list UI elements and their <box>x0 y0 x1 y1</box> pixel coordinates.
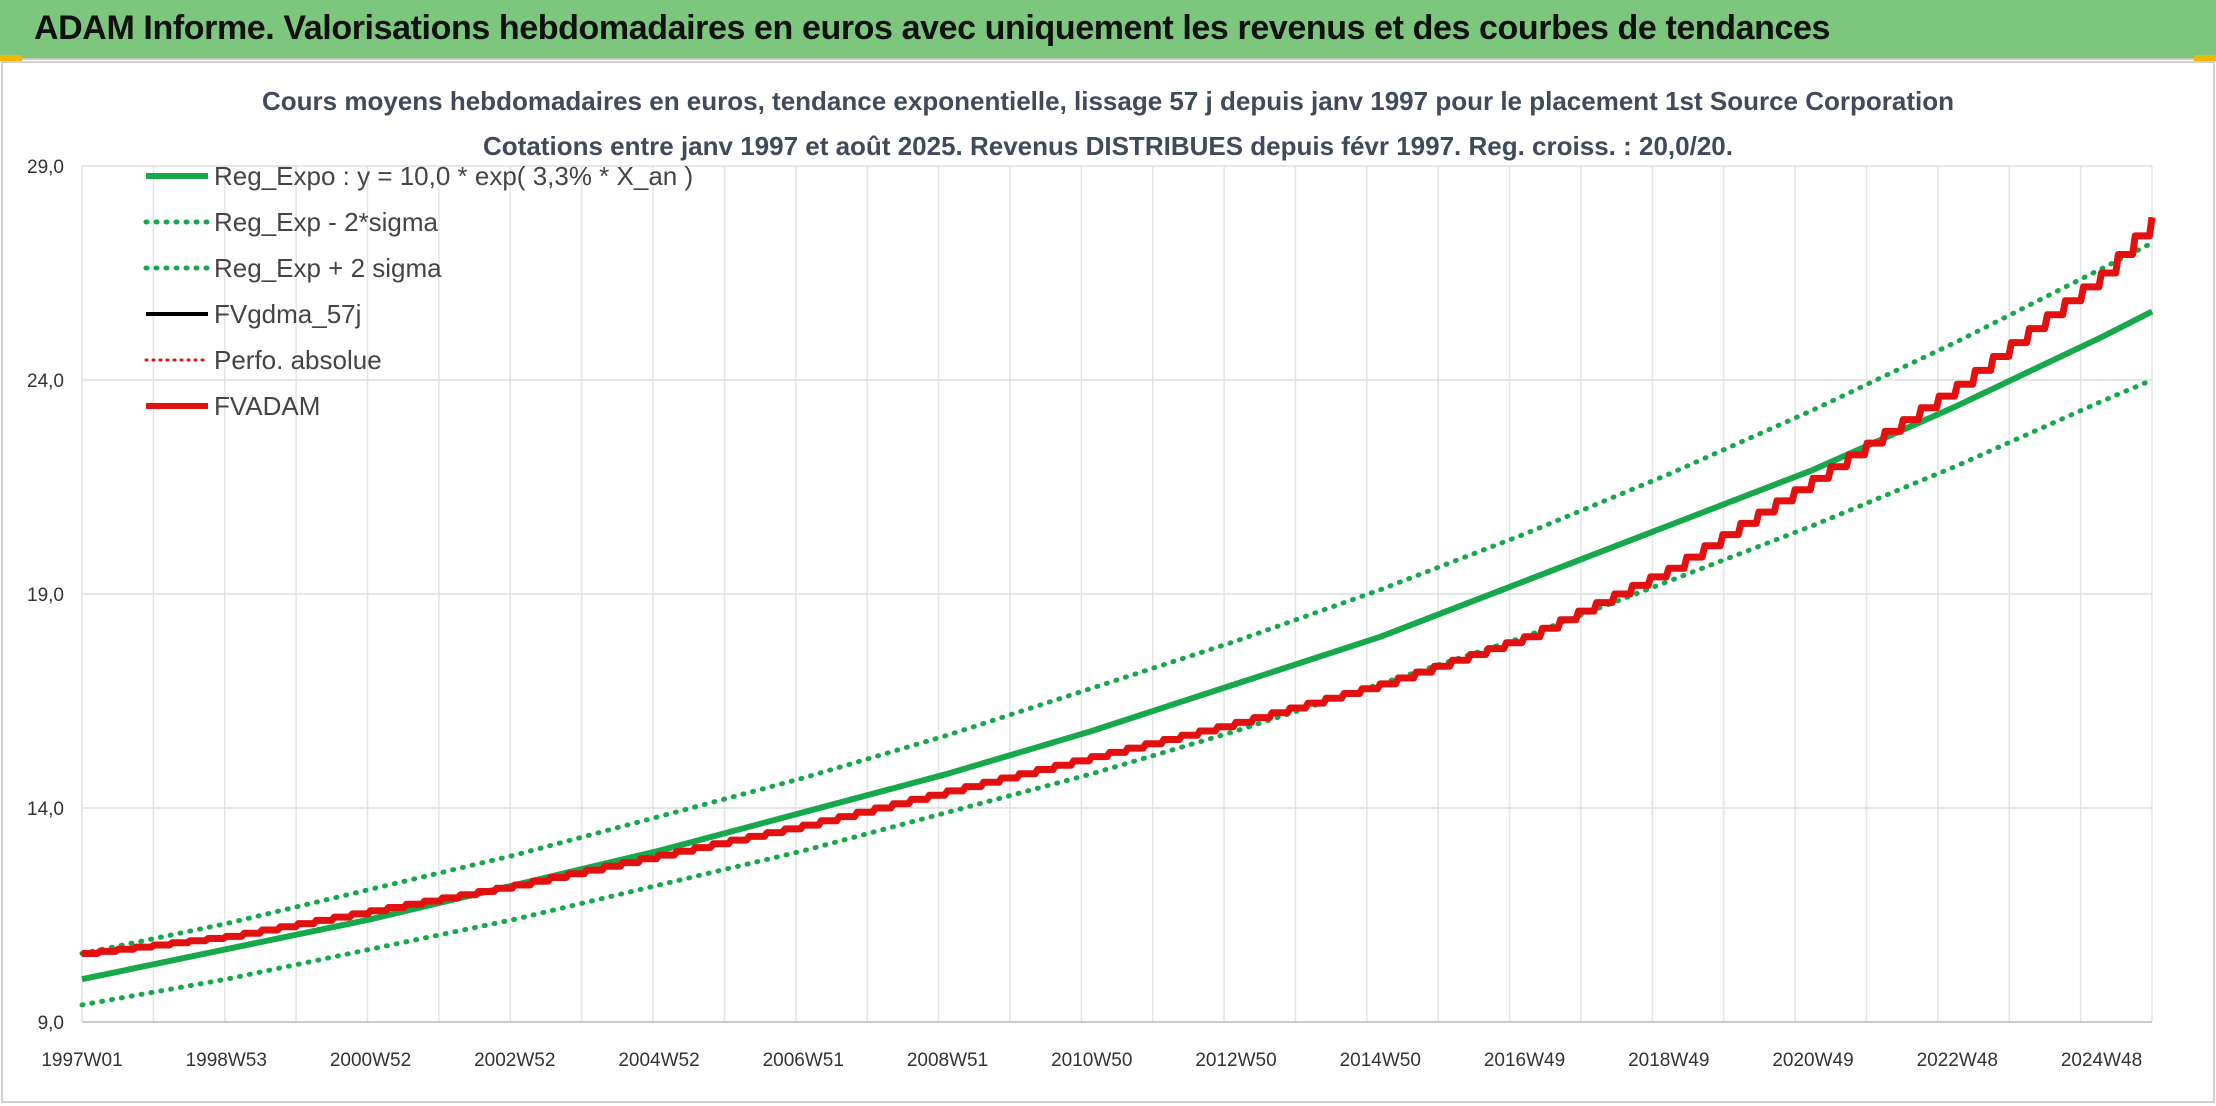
x-tick-label: 1997W01 <box>41 1050 122 1071</box>
series-line-2 <box>79 240 2155 956</box>
x-tick-label: 2020W49 <box>1772 1050 1853 1071</box>
y-tick-label: 14,0 <box>27 799 64 820</box>
x-tick-label: 2024W48 <box>2061 1050 2142 1071</box>
x-tick-label: 2012W50 <box>1195 1050 1276 1071</box>
x-tick-label: 2010W50 <box>1051 1050 1132 1071</box>
x-tick-label: 2014W50 <box>1340 1050 1421 1071</box>
legend-label: FVADAM <box>214 391 320 421</box>
corner-mark-left <box>0 55 22 61</box>
legend-label: FVgdma_57j <box>214 299 361 329</box>
x-tick-label: 2018W49 <box>1628 1050 1709 1071</box>
x-tick-label: 2006W51 <box>763 1050 844 1071</box>
y-tick-label: 29,0 <box>27 157 64 178</box>
x-tick-label: 1998W53 <box>186 1050 267 1071</box>
x-tick-label: 2008W51 <box>907 1050 988 1071</box>
legend-label: Reg_Exp + 2 sigma <box>214 253 442 283</box>
chart-frame <box>1 61 2215 1103</box>
series-line-5 <box>82 216 2156 957</box>
chart-subtitle: Cotations entre janv 1997 et août 2025. … <box>483 131 1733 161</box>
legend: Reg_Expo : y = 10,0 * exp( 3,3% * X_an )… <box>143 161 693 421</box>
series-line-1 <box>79 377 2155 1008</box>
report-title: ADAM Informe. Valorisations hebdomadaire… <box>34 9 1831 47</box>
chart-title: Cours moyens hebdomadaires en euros, ten… <box>262 86 1954 116</box>
legend-label: Reg_Expo : y = 10,0 * exp( 3,3% * X_an ) <box>214 161 693 191</box>
x-axis: 1997W01 1998W53 2000W52 2002W52 2004W52 2006W… <box>41 1021 2152 1071</box>
grid <box>81 165 2153 1023</box>
corner-mark-right <box>2194 55 2216 61</box>
x-tick-label: 2022W48 <box>1917 1050 1998 1071</box>
x-tick-label: 2004W52 <box>618 1050 699 1071</box>
y-tick-label: 24,0 <box>27 371 64 392</box>
legend-label: Perfo. absolue <box>214 345 382 375</box>
chart: Cours moyens hebdomadaires en euros, ten… <box>1 61 2215 1103</box>
y-tick-label: 19,0 <box>27 585 64 606</box>
x-tick-label: 2002W52 <box>474 1050 555 1071</box>
x-tick-label: 2000W52 <box>330 1050 411 1071</box>
legend-label: Reg_Exp - 2*sigma <box>214 207 439 237</box>
y-tick-label: 9,0 <box>38 1013 64 1034</box>
series-lines <box>79 215 2156 1008</box>
x-tick-label: 2016W49 <box>1484 1050 1565 1071</box>
y-axis: 9,0 14,0 19,0 24,0 29,0 <box>27 157 64 1034</box>
report-banner: ADAM Informe. Valorisations hebdomadaire… <box>0 0 2216 60</box>
